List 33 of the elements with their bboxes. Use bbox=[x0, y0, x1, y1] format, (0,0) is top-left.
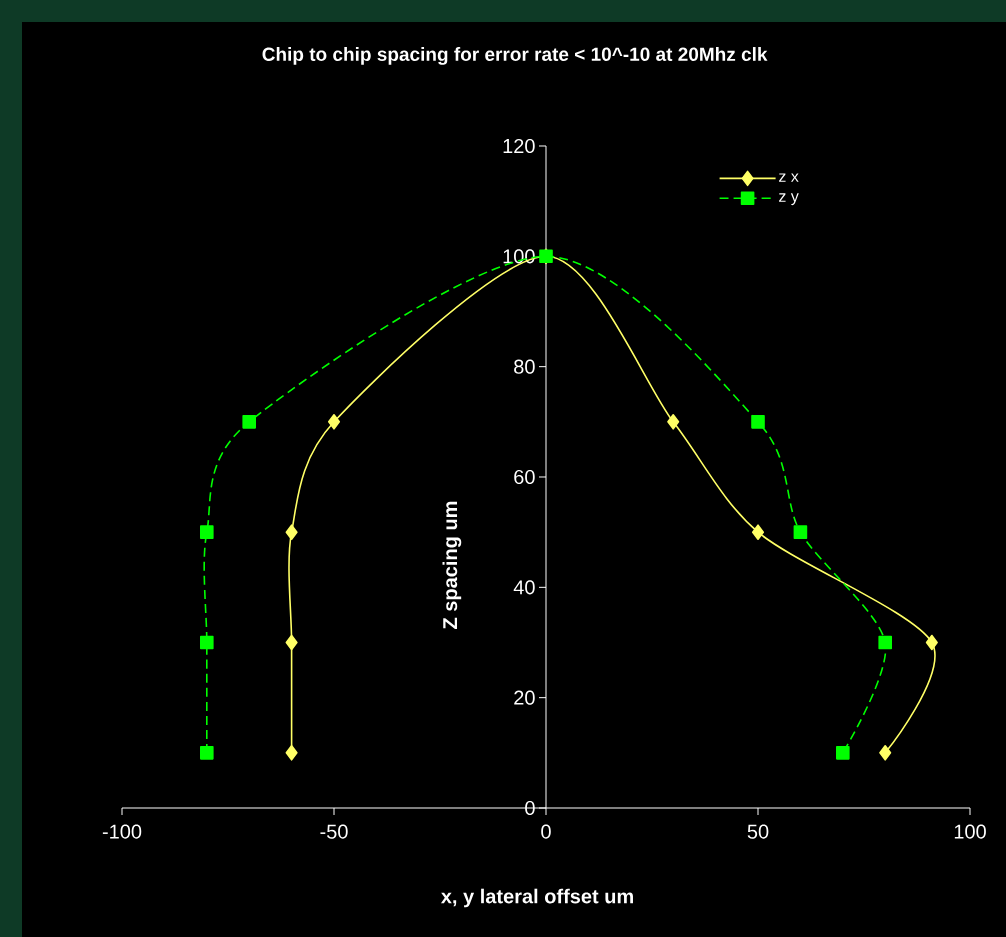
point bbox=[836, 746, 850, 760]
x-tick-label: 0 bbox=[541, 824, 551, 839]
point bbox=[285, 745, 298, 761]
point bbox=[285, 524, 298, 540]
y-tick-label: 80 bbox=[514, 359, 535, 374]
y-tick-label: 60 bbox=[514, 469, 535, 485]
point bbox=[242, 415, 256, 429]
point bbox=[667, 414, 680, 430]
point bbox=[200, 746, 214, 760]
x-axis-title: x, y lateral offset um bbox=[440, 888, 633, 908]
point bbox=[200, 525, 214, 539]
y-tick-label: 20 bbox=[514, 690, 535, 705]
point bbox=[200, 635, 214, 650]
x-tick-label: 100 bbox=[954, 824, 986, 839]
point bbox=[879, 745, 892, 761]
point bbox=[878, 635, 893, 650]
point bbox=[925, 634, 938, 651]
point bbox=[793, 525, 808, 539]
legend-label: z y bbox=[779, 193, 799, 206]
y-tick-label: 40 bbox=[513, 580, 535, 595]
point bbox=[751, 524, 765, 540]
y-axis-title: Z spacing um bbox=[442, 501, 462, 629]
legend-label: z x bbox=[779, 173, 799, 182]
y-tick-label: 100 bbox=[503, 249, 535, 264]
chart-title: Chip to chip spacing for error rate < 10^-10 at 20Mhz clk bbox=[262, 47, 768, 65]
y-tick-label: 120 bbox=[503, 138, 535, 154]
point bbox=[285, 634, 298, 651]
x-tick-label: -50 bbox=[320, 824, 348, 839]
x-tick-label: 50 bbox=[747, 824, 769, 839]
point bbox=[751, 415, 765, 429]
x-tick-label: -100 bbox=[102, 824, 142, 839]
point bbox=[327, 414, 341, 430]
y-tick-label: 0 bbox=[525, 800, 535, 816]
